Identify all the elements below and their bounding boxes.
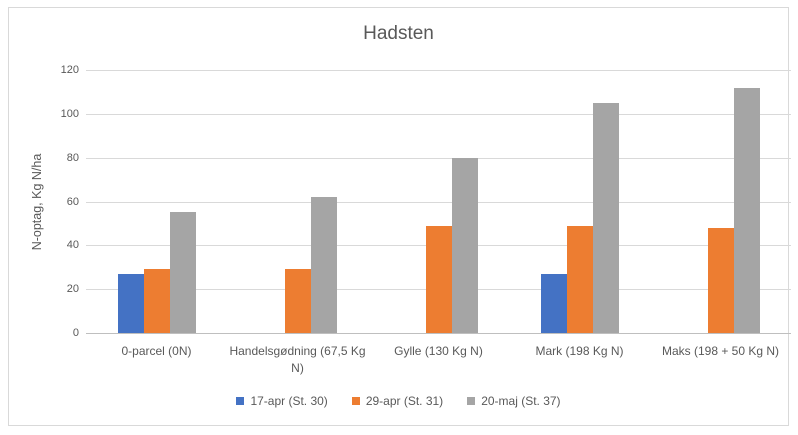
- bar-29-apr (St. 31)-Gylle (130 Kg N): [425, 225, 452, 333]
- bar-group-4: [540, 70, 619, 333]
- chart-area: Hadsten N-optag, Kg N/ha 0 20 40 60 80 100 120…: [8, 7, 791, 426]
- chart-title: Hadsten: [363, 23, 434, 44]
- bar-17-apr (St. 30)-0-parcel (0N): [117, 273, 144, 333]
- plot-area: [86, 70, 791, 334]
- bar-29-apr (St. 31)-0-parcel (0N): [143, 269, 170, 333]
- bar-29-apr (St. 31)-Maks (198 + 50 Kg N): [707, 227, 734, 333]
- gridline-100: [86, 113, 791, 115]
- legend-item-20-maj (St. 37): 20-maj (St. 37): [467, 394, 561, 408]
- y-tick-label-120: 120: [60, 64, 79, 76]
- legend-marker-icon: [236, 397, 245, 405]
- y-tick-label-60: 60: [66, 195, 79, 208]
- bar-20-maj (St. 37)-Gylle (130 Kg N): [451, 157, 478, 333]
- y-tick-label-80: 80: [66, 151, 79, 164]
- gridline-80: [86, 157, 791, 159]
- bar-group-5: [682, 70, 760, 333]
- legend: 17-apr (St. 30) 29-apr (St. 31) 20-maj (St…: [9, 394, 788, 408]
- y-tick-label-40: 40: [66, 239, 79, 252]
- bar-group-1: [117, 70, 196, 333]
- x-category-label-5: Maks (198 + 50 Kg N): [661, 344, 780, 358]
- legend-item-17-apr (St. 30): 17-apr (St. 30): [236, 394, 328, 408]
- gridline-60: [86, 201, 791, 203]
- bar-17-apr (St. 30)-Mark (198 Kg N): [540, 273, 567, 333]
- bar-20-maj (St. 37)-Mark (198 Kg N): [592, 102, 619, 333]
- legend-label: 29-apr (St. 31): [365, 394, 444, 408]
- bar-group-2: [259, 70, 337, 333]
- x-category-label-2: Handelsgødning (67,5 Kg N): [229, 344, 366, 375]
- bar-group-3: [400, 70, 478, 333]
- bar-29-apr (St. 31)-Mark (198 Kg N): [566, 225, 593, 333]
- y-tick-label-20: 20: [66, 283, 79, 296]
- legend-marker-icon: [467, 397, 476, 405]
- legend-label: 20-maj (St. 37): [481, 394, 561, 408]
- bar-20-maj (St. 37)-0-parcel (0N): [169, 212, 196, 333]
- x-category-label-1: 0-parcel (0N): [121, 344, 192, 358]
- legend-marker-icon: [351, 397, 360, 405]
- bar-29-apr (St. 31)-Handelsgødning (67,5 Kg N): [284, 269, 311, 333]
- legend-item-29-apr (St. 31): 29-apr (St. 31): [351, 394, 444, 408]
- y-tick-label-0: 0: [72, 327, 79, 339]
- legend-label: 17-apr (St. 30): [250, 394, 328, 408]
- y-tick-label-100: 100: [60, 107, 79, 120]
- bar-20-maj (St. 37)-Handelsgødning (67,5 Kg N): [310, 197, 337, 333]
- bar-20-maj (St. 37)-Maks (198 + 50 Kg N): [733, 87, 760, 333]
- gridline-120: [86, 70, 791, 71]
- x-category-label-3: Gylle (130 Kg N): [394, 344, 483, 358]
- x-category-label-4: Mark (198 Kg N): [535, 344, 624, 358]
